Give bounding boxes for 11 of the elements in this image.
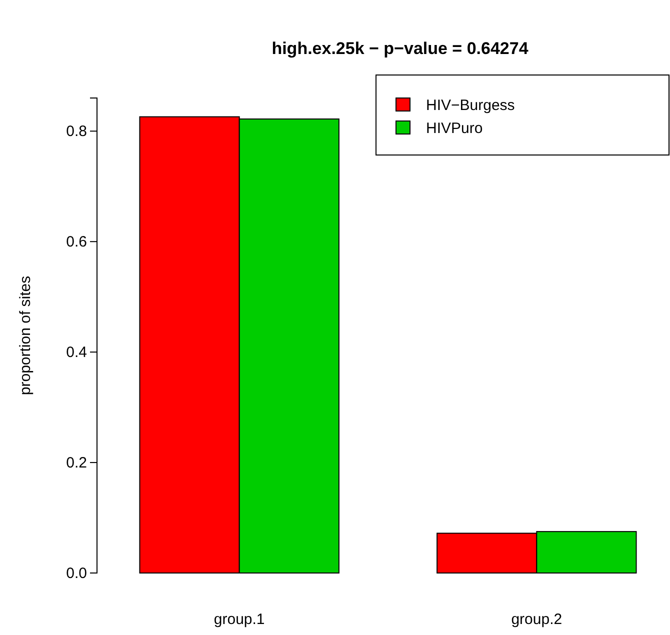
y-axis-title: proportion of sites xyxy=(17,276,34,396)
y-tick-label: 0.0 xyxy=(66,564,87,582)
legend-label: HIVPuro xyxy=(426,120,483,137)
y-tick-label: 0.4 xyxy=(66,344,87,361)
x-tick-label: group.2 xyxy=(511,611,562,628)
y-tick-label: 0.8 xyxy=(66,122,87,140)
chart-title: high.ex.25k − p−value = 0.64274 xyxy=(272,39,529,58)
x-tick-label: group.1 xyxy=(214,611,265,628)
legend-label: HIV−Burgess xyxy=(426,97,515,114)
y-tick-label: 0.2 xyxy=(66,454,87,472)
y-tick-label: 0.6 xyxy=(66,233,87,250)
